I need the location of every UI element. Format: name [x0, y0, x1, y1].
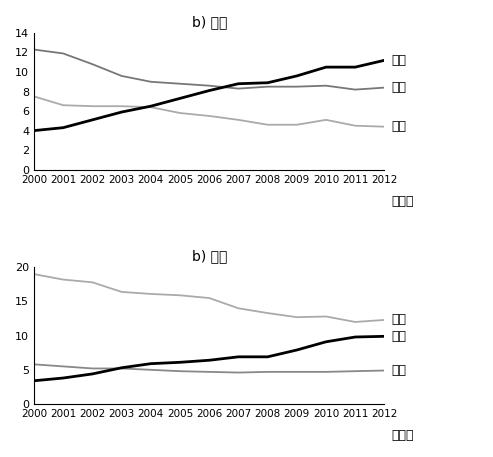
Text: 中国: 中国	[392, 330, 407, 343]
Title: b) 輸入: b) 輸入	[192, 250, 227, 263]
Text: 日本: 日本	[392, 120, 407, 133]
Text: 中国: 中国	[392, 54, 407, 67]
Text: 米国: 米国	[392, 314, 407, 326]
Text: （年）: （年）	[391, 429, 414, 442]
Text: 米国: 米国	[392, 81, 407, 94]
Text: 日本: 日本	[392, 364, 407, 377]
Title: b) 輸出: b) 輸出	[192, 15, 227, 29]
Text: （年）: （年）	[391, 195, 414, 207]
